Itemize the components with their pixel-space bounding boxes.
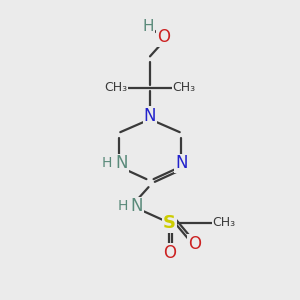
Text: H: H xyxy=(143,19,154,34)
Text: N: N xyxy=(175,154,188,172)
Text: O: O xyxy=(157,28,170,46)
Text: O: O xyxy=(163,244,176,262)
Text: H: H xyxy=(117,200,128,214)
Text: S: S xyxy=(163,214,176,232)
Text: N: N xyxy=(116,154,128,172)
Text: CH₃: CH₃ xyxy=(172,81,196,94)
Text: O: O xyxy=(188,235,201,253)
Text: N: N xyxy=(130,197,143,215)
Text: CH₃: CH₃ xyxy=(213,216,236,229)
Text: N: N xyxy=(144,107,156,125)
Text: H: H xyxy=(102,156,112,170)
Text: CH₃: CH₃ xyxy=(104,81,128,94)
